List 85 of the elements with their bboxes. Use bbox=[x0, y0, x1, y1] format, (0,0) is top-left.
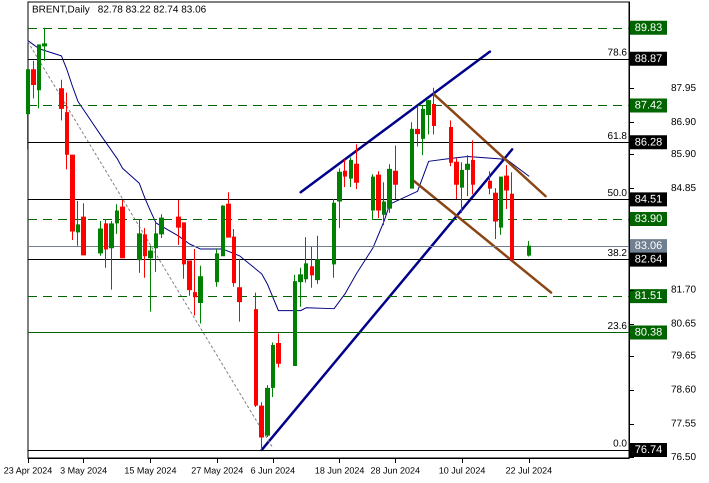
candlestick bbox=[104, 218, 108, 268]
x-tick-label: 6 Jun 2024 bbox=[250, 466, 296, 476]
candlestick bbox=[259, 402, 264, 450]
candlestick bbox=[120, 200, 125, 258]
candlestick bbox=[70, 154, 75, 240]
candlestick bbox=[115, 204, 119, 234]
candlestick bbox=[59, 79, 64, 121]
candlestick bbox=[31, 60, 36, 99]
candlestick bbox=[276, 333, 281, 368]
x-tick-label: 10 Jul 2024 bbox=[438, 466, 486, 476]
ref-line-label: 82.64 bbox=[634, 254, 662, 266]
candlestick bbox=[254, 292, 258, 408]
candlestick bbox=[499, 176, 503, 236]
ref-line-label: 76.74 bbox=[634, 444, 662, 456]
ref-line-label: 83.90 bbox=[634, 213, 662, 226]
candlestick bbox=[415, 106, 420, 147]
y-tick-label: 78.60 bbox=[671, 384, 696, 396]
candlestick bbox=[265, 384, 270, 438]
candlestick bbox=[310, 246, 314, 288]
candlestick bbox=[410, 122, 414, 189]
x-tick-label: 18 Jun 2024 bbox=[314, 466, 364, 476]
candlestick bbox=[337, 168, 342, 229]
ref-line-label: 89.83 bbox=[634, 22, 662, 34]
y-tick-label: 76.50 bbox=[671, 452, 696, 464]
ref-line-label: 88.87 bbox=[634, 52, 662, 65]
candlestick bbox=[493, 188, 498, 240]
candlestick bbox=[148, 245, 153, 312]
chart-subtitle: 82.78 83.22 82.74 83.06 bbox=[98, 4, 207, 16]
candlestick bbox=[81, 202, 86, 256]
candlestick bbox=[510, 172, 514, 260]
candlestick bbox=[271, 342, 275, 398]
candlestick bbox=[221, 204, 225, 256]
candlestick bbox=[193, 248, 197, 316]
x-tick-label: 27 May 2024 bbox=[191, 466, 244, 476]
candlestick bbox=[143, 228, 147, 278]
annotation: 78.6 bbox=[608, 47, 628, 58]
y-tick-label: 85.90 bbox=[671, 149, 696, 160]
y-tick-label: 84.85 bbox=[671, 182, 696, 194]
candlestick bbox=[527, 240, 531, 257]
y-tick-label: 77.55 bbox=[671, 418, 696, 430]
candlestick bbox=[460, 162, 464, 214]
x-tick-label: 15 May 2024 bbox=[124, 466, 176, 476]
candlestick bbox=[215, 248, 219, 288]
ref-line-label: 80.38 bbox=[634, 326, 662, 339]
x-tick-label: 28 Jun 2024 bbox=[370, 466, 420, 476]
candlestick bbox=[315, 235, 320, 284]
candlestick bbox=[198, 265, 203, 324]
annotation: 61.8 bbox=[608, 130, 628, 142]
ref-line-label: 86.28 bbox=[634, 136, 662, 148]
y-tick-label: 79.65 bbox=[671, 350, 696, 362]
candlestick bbox=[432, 87, 436, 136]
y-tick-label: 80.65 bbox=[671, 318, 696, 330]
candlestick bbox=[488, 170, 492, 195]
y-tick-label: 86.90 bbox=[671, 116, 696, 128]
y-tick-label: 87.95 bbox=[671, 82, 696, 94]
x-tick-label: 22 Jul 2024 bbox=[506, 466, 552, 476]
ref-line-label: 83.06 bbox=[634, 240, 662, 252]
ref-line-label: 81.51 bbox=[634, 290, 662, 302]
ref-line-label: 84.51 bbox=[634, 193, 662, 206]
candlestick bbox=[349, 156, 353, 188]
chart-title: BRENT,Daily bbox=[32, 4, 90, 16]
candlestick bbox=[393, 145, 398, 200]
candlestick bbox=[343, 158, 347, 188]
candlestick bbox=[354, 144, 359, 190]
y-tick-label: 81.70 bbox=[671, 284, 696, 296]
candlestick bbox=[109, 220, 114, 290]
annotation: 38.2 bbox=[608, 248, 628, 260]
annotation: 50.0 bbox=[608, 188, 628, 199]
annotation: 0.0 bbox=[613, 438, 628, 450]
candlestick bbox=[465, 154, 470, 197]
candlestick bbox=[65, 92, 69, 170]
candlestick bbox=[26, 69, 30, 150]
candlestick bbox=[371, 174, 375, 221]
candlestick bbox=[332, 198, 336, 278]
annotation: 23.6 bbox=[608, 321, 628, 332]
x-tick-label: 23 Apr 2024 bbox=[4, 466, 52, 476]
candlestick bbox=[504, 164, 509, 210]
candlestick bbox=[376, 170, 381, 219]
x-tick-label: 3 May 2024 bbox=[60, 466, 108, 476]
candlestick bbox=[137, 218, 142, 274]
candlestick bbox=[237, 258, 242, 322]
candlestick bbox=[76, 200, 80, 246]
candlestick bbox=[471, 140, 475, 195]
candlestick bbox=[98, 220, 103, 256]
ref-line-label: 87.42 bbox=[634, 100, 662, 112]
